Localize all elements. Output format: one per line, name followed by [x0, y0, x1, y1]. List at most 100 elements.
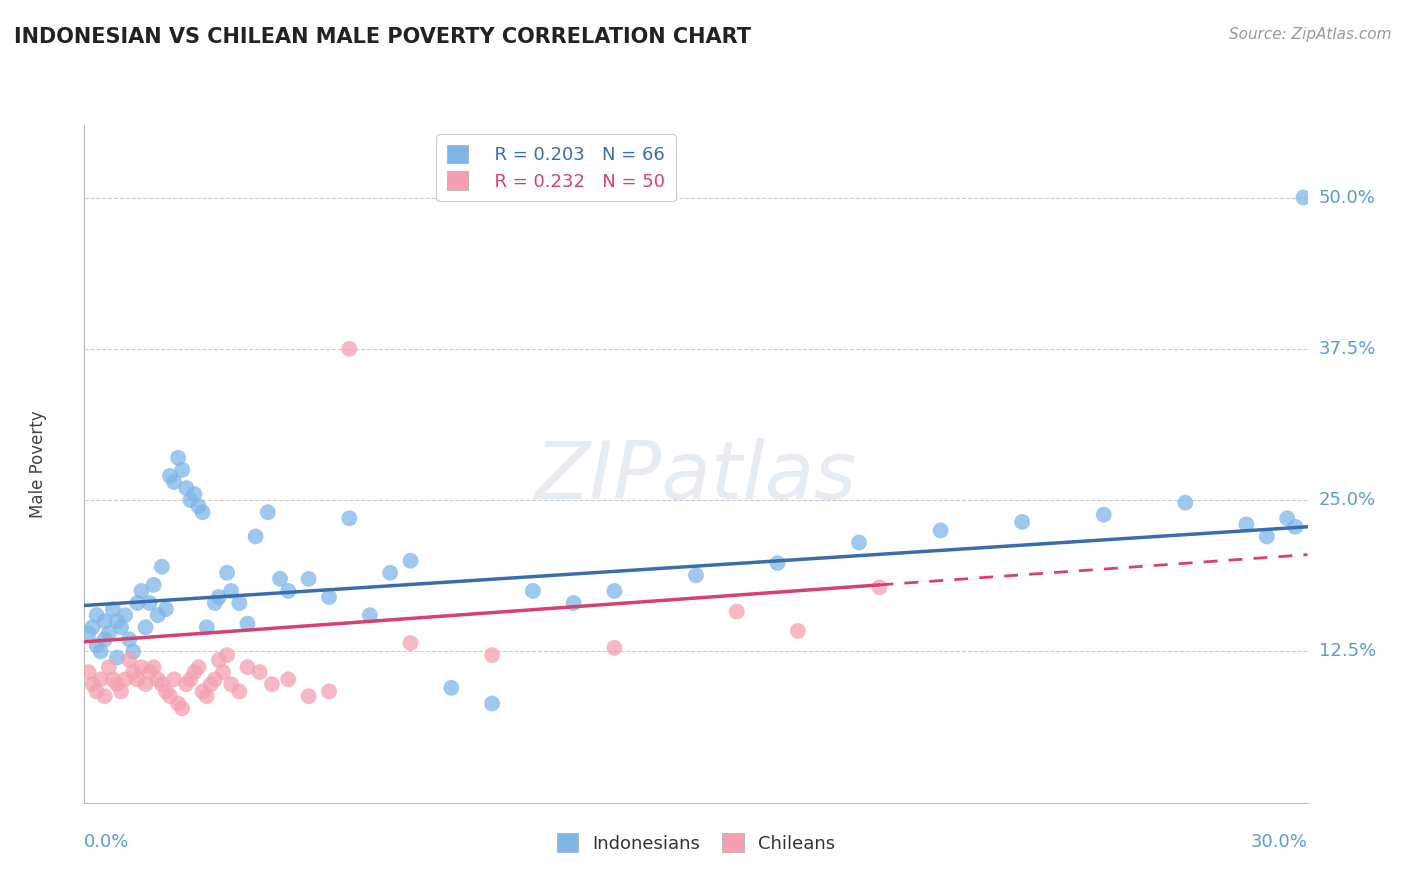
Point	[174, 481, 197, 495]
Point	[174, 677, 197, 691]
Point	[97, 660, 120, 674]
Point	[155, 684, 177, 698]
Point	[204, 596, 226, 610]
Point	[159, 690, 181, 704]
Point	[122, 644, 145, 658]
Point	[93, 632, 115, 647]
Point	[183, 665, 205, 679]
Point	[212, 665, 235, 679]
Point	[277, 584, 299, 599]
Point	[97, 626, 120, 640]
Point	[725, 605, 748, 619]
Point	[110, 620, 132, 634]
Point	[93, 690, 115, 704]
Point	[260, 677, 283, 691]
Point	[1275, 511, 1298, 525]
Point	[138, 665, 160, 679]
Point	[86, 639, 108, 653]
Text: 30.0%: 30.0%	[1251, 833, 1308, 851]
Point	[191, 684, 214, 698]
Point	[82, 677, 104, 691]
Point	[101, 602, 124, 616]
Point	[90, 644, 112, 658]
Point	[200, 677, 222, 691]
Point	[787, 624, 810, 638]
Text: INDONESIAN VS CHILEAN MALE POVERTY CORRELATION CHART: INDONESIAN VS CHILEAN MALE POVERTY CORRE…	[14, 27, 751, 46]
Point	[187, 500, 209, 514]
Point	[101, 673, 124, 687]
Point	[118, 653, 141, 667]
Point	[359, 608, 381, 623]
Point	[318, 590, 340, 604]
Point	[1011, 515, 1033, 529]
Point	[869, 580, 891, 594]
Point	[86, 684, 108, 698]
Text: 50.0%: 50.0%	[1319, 188, 1375, 207]
Point	[208, 590, 231, 604]
Point	[105, 650, 128, 665]
Text: Source: ZipAtlas.com: Source: ZipAtlas.com	[1229, 27, 1392, 42]
Point	[195, 690, 218, 704]
Point	[110, 684, 132, 698]
Point	[481, 648, 503, 662]
Point	[228, 596, 250, 610]
Text: 12.5%: 12.5%	[1319, 642, 1376, 660]
Point	[249, 665, 271, 679]
Text: ZIPatlas: ZIPatlas	[534, 438, 858, 516]
Point	[298, 572, 321, 586]
Point	[187, 660, 209, 674]
Point	[257, 505, 280, 519]
Point	[208, 653, 231, 667]
Point	[183, 487, 205, 501]
Point	[142, 660, 165, 674]
Point	[86, 608, 108, 623]
Point	[1174, 495, 1197, 509]
Text: Male Poverty: Male Poverty	[30, 410, 46, 517]
Legend: Indonesians, Chileans: Indonesians, Chileans	[547, 824, 845, 862]
Point	[179, 673, 201, 687]
Point	[339, 342, 360, 356]
Point	[118, 632, 141, 647]
Point	[603, 640, 626, 655]
Point	[217, 566, 239, 580]
Point	[236, 616, 259, 631]
Point	[127, 673, 149, 687]
Point	[159, 469, 181, 483]
Point	[562, 596, 585, 610]
Point	[269, 572, 291, 586]
Point	[318, 684, 340, 698]
Point	[1284, 520, 1306, 534]
Point	[685, 568, 707, 582]
Point	[135, 620, 157, 634]
Point	[603, 584, 626, 599]
Point	[77, 626, 100, 640]
Point	[90, 673, 112, 687]
Point	[1292, 190, 1315, 204]
Point	[440, 681, 463, 695]
Point	[179, 493, 201, 508]
Point	[150, 559, 173, 574]
Point	[339, 511, 360, 525]
Point	[93, 614, 115, 628]
Point	[399, 554, 422, 568]
Point	[127, 596, 149, 610]
Point	[163, 673, 186, 687]
Point	[245, 529, 267, 543]
Point	[219, 677, 242, 691]
Point	[228, 684, 250, 698]
Point	[399, 636, 422, 650]
Point	[105, 677, 128, 691]
Point	[380, 566, 402, 580]
Point	[131, 660, 153, 674]
Point	[77, 665, 100, 679]
Text: 0.0%: 0.0%	[84, 833, 129, 851]
Point	[146, 608, 169, 623]
Point	[155, 602, 177, 616]
Point	[105, 614, 128, 628]
Point	[1092, 508, 1115, 522]
Point	[146, 673, 169, 687]
Point	[217, 648, 239, 662]
Point	[114, 608, 136, 623]
Point	[138, 596, 160, 610]
Point	[481, 697, 503, 711]
